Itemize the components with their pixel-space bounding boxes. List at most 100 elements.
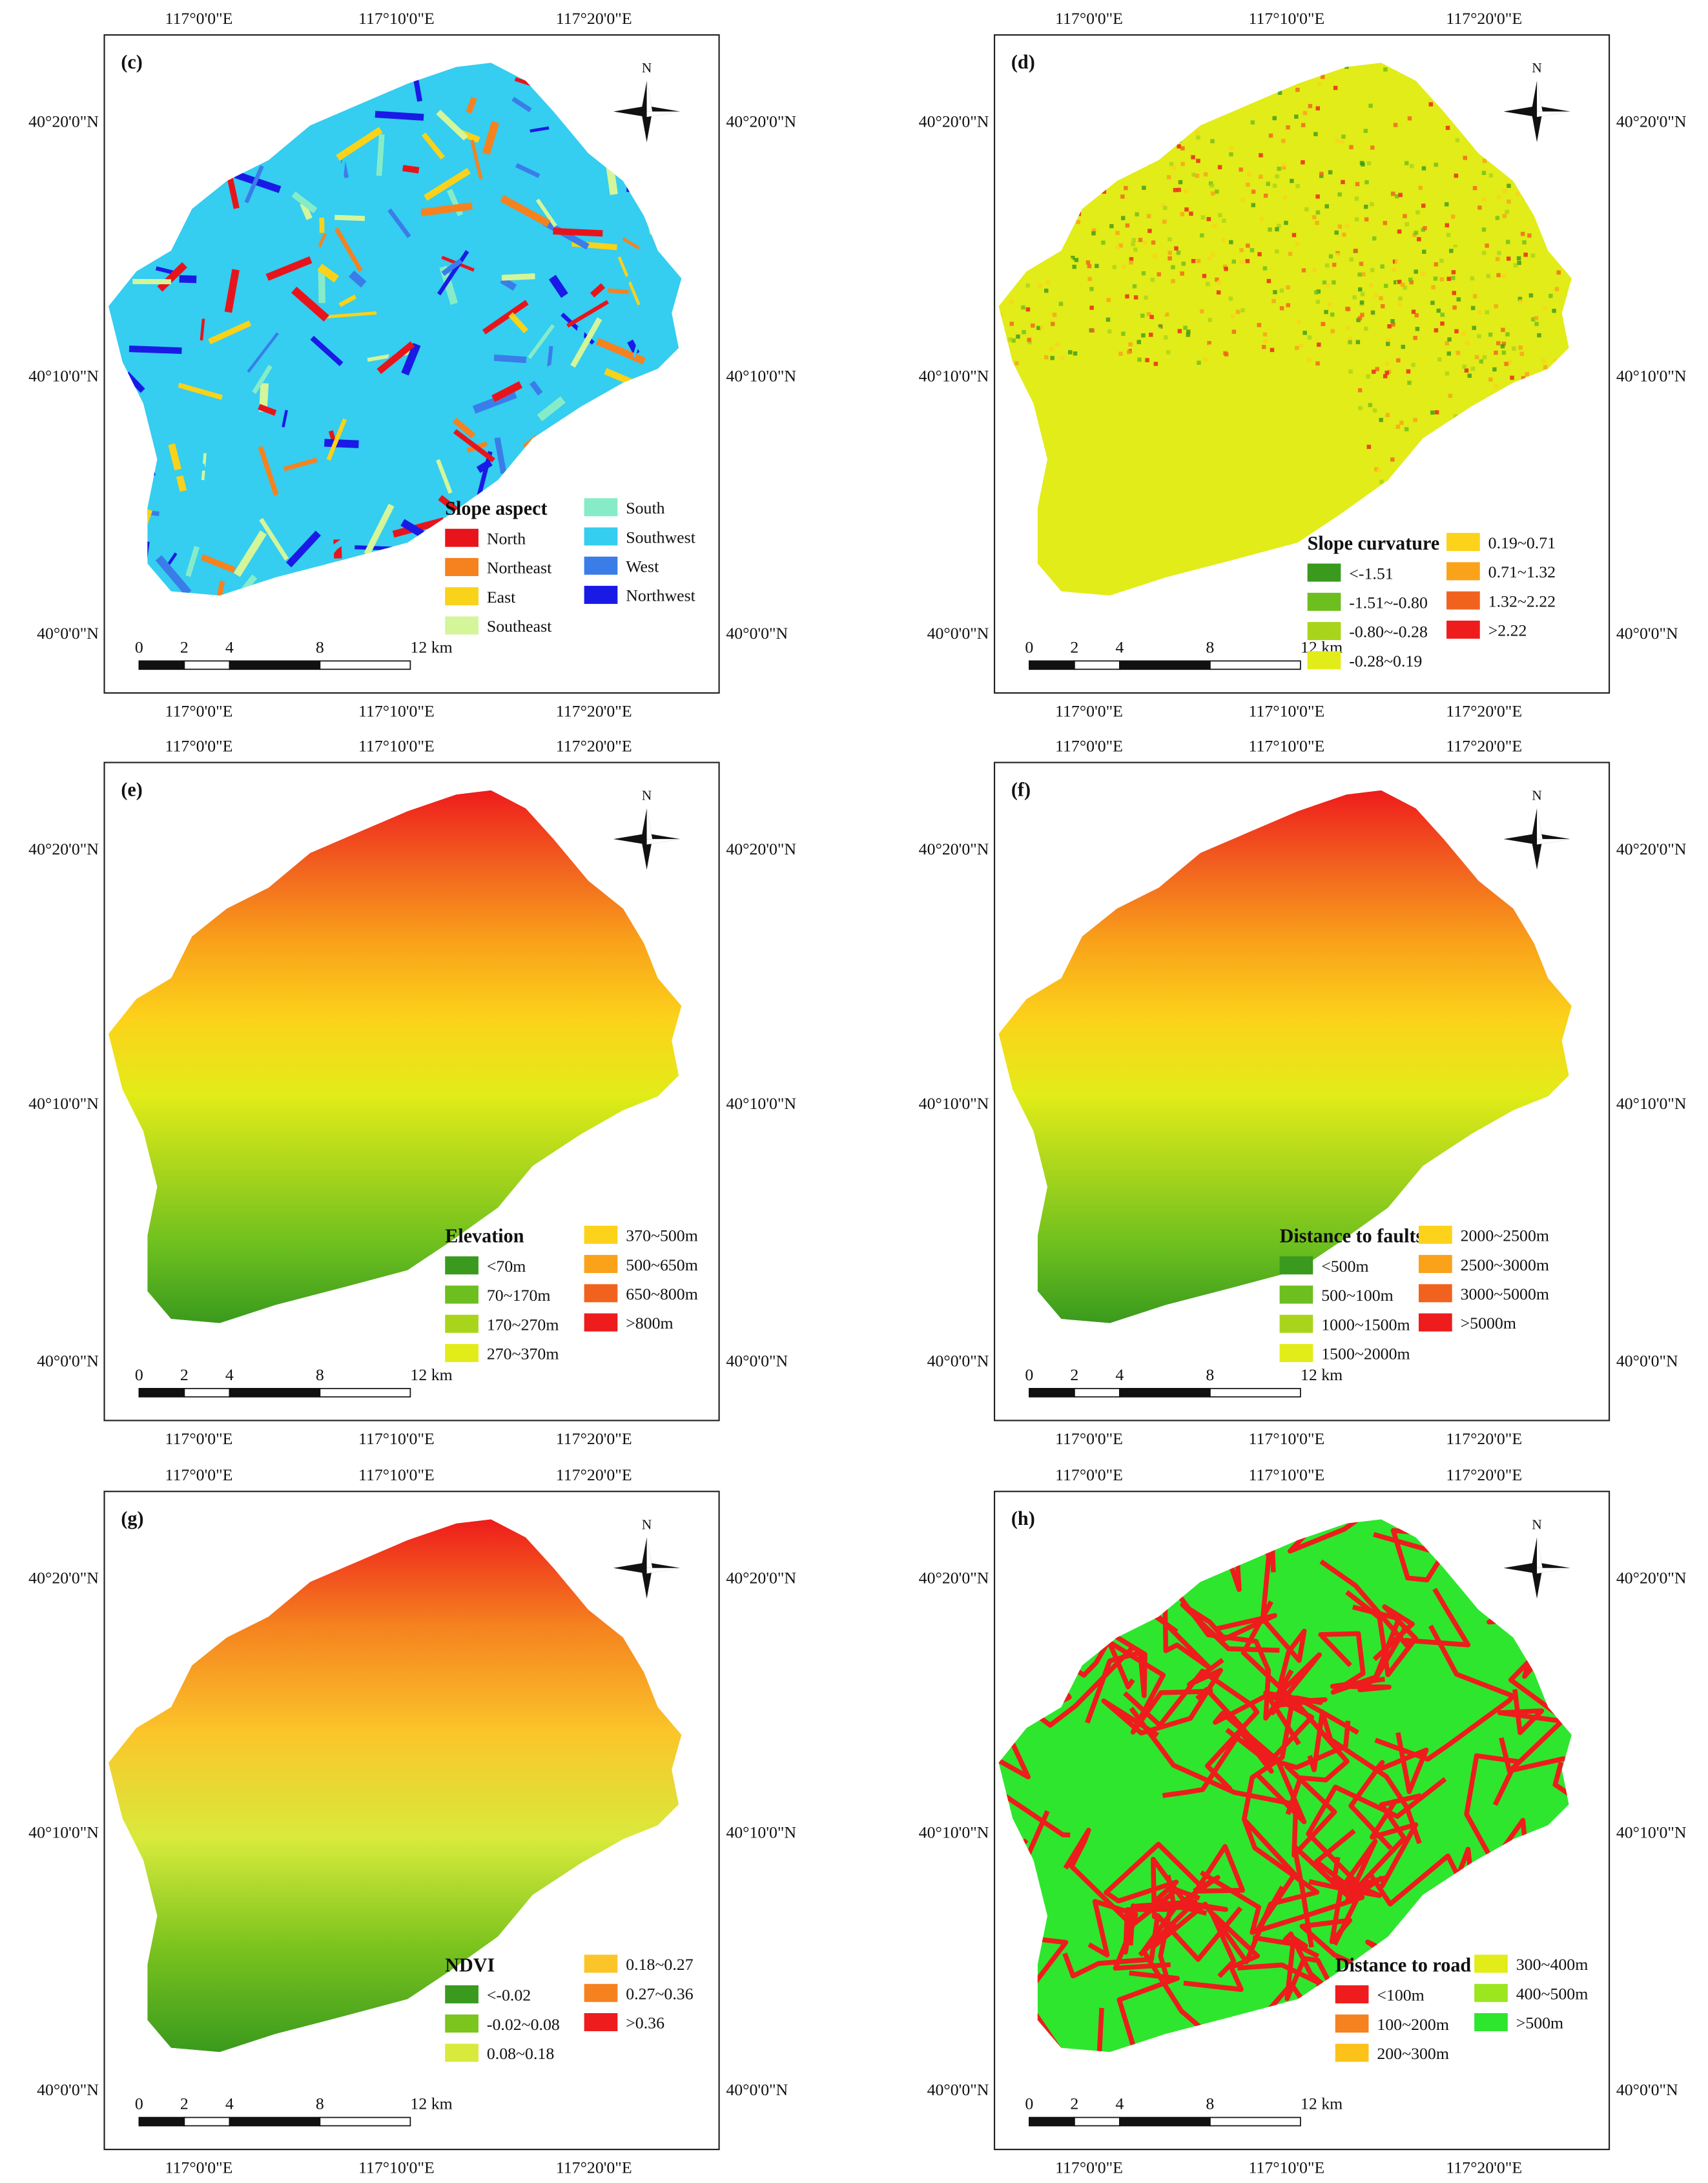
curvature-speckle <box>1345 182 1350 187</box>
curvature-speckle <box>1386 342 1390 346</box>
curvature-speckle <box>1036 326 1041 330</box>
curvature-speckle <box>1164 335 1168 340</box>
curvature-speckle <box>1317 82 1322 87</box>
legend-swatch <box>1418 1284 1452 1303</box>
curvature-speckle <box>1308 103 1313 109</box>
curvature-speckle <box>1392 267 1396 273</box>
curvature-speckle <box>1294 114 1299 119</box>
aspect-stripe <box>608 288 629 295</box>
road <box>1525 1761 1572 1878</box>
curvature-speckle <box>1203 172 1208 177</box>
curvature-speckle <box>1328 302 1332 307</box>
curvature-speckle <box>1445 223 1450 228</box>
curvature-speckle <box>1266 278 1271 284</box>
curvature-speckle <box>1025 307 1031 312</box>
curvature-speckle <box>1387 324 1392 329</box>
curvature-speckle <box>1507 360 1512 365</box>
curvature-speckle <box>1407 380 1412 385</box>
curvature-speckle <box>1397 280 1402 284</box>
curvature-speckle <box>1235 309 1240 315</box>
curvature-speckle <box>1377 468 1381 473</box>
legend-label: Northeast <box>487 559 552 577</box>
curvature-speckle <box>1543 365 1548 369</box>
curvature-speckle <box>1444 202 1449 207</box>
curvature-speckle <box>1146 214 1151 218</box>
scale-label: 0 <box>135 1365 143 1384</box>
legend-label: East <box>487 588 516 606</box>
legend-label: >2.22 <box>1488 621 1527 640</box>
curvature-speckle <box>1507 199 1511 204</box>
curvature-speckle <box>1472 326 1476 330</box>
curvature-speckle <box>1095 264 1099 269</box>
curvature-speckle <box>1195 130 1200 135</box>
aspect-stripe <box>219 574 258 596</box>
legend-swatch <box>1474 1983 1508 2002</box>
curvature-speckle <box>1147 229 1152 233</box>
legend-swatch <box>1307 622 1341 641</box>
panel-label: (d) <box>1011 51 1035 73</box>
curvature-speckle <box>1262 345 1266 349</box>
legend-swatch <box>1418 1255 1452 1274</box>
curvature-speckle <box>1360 292 1365 296</box>
curvature-speckle <box>1259 217 1264 222</box>
curvature-speckle <box>1229 146 1233 150</box>
curvature-speckle <box>1145 358 1149 362</box>
scale-segment <box>1074 660 1120 670</box>
left-lat-label: 40°20'0"N <box>919 840 989 858</box>
aspect-stripe <box>324 439 359 448</box>
aspect-stripe <box>548 274 568 298</box>
left-lat-label: 40°0'0"N <box>927 624 989 643</box>
aspect-stripe <box>494 437 507 474</box>
curvature-speckle <box>1157 272 1161 276</box>
legend-label: <-0.02 <box>487 1986 531 2005</box>
bottom-lon-label: 117°0'0"E <box>1055 1429 1123 1448</box>
scale-label: 8 <box>316 1365 324 1384</box>
curvature-speckle <box>1385 413 1390 417</box>
curvature-speckle <box>1022 329 1026 335</box>
legend-swatch <box>445 2043 478 2062</box>
north-arrow <box>646 1537 653 1568</box>
curvature-speckle <box>1448 393 1453 398</box>
left-lat-label: 40°10'0"N <box>919 366 989 385</box>
curvature-speckle <box>1297 319 1301 324</box>
curvature-speckle <box>1481 171 1487 175</box>
curvature-speckle <box>1505 332 1510 336</box>
right-lat-label: 40°10'0"N <box>726 1094 796 1113</box>
curvature-speckle <box>1275 249 1279 254</box>
curvature-speckle <box>1268 133 1273 138</box>
curvature-speckle <box>1341 134 1346 139</box>
curvature-speckle <box>1142 185 1146 191</box>
aspect-stripe <box>286 530 321 568</box>
curvature-speckle <box>1055 342 1060 347</box>
curvature-speckle <box>1158 324 1163 329</box>
curvature-speckle <box>1301 160 1305 165</box>
curvature-speckle <box>1448 136 1453 140</box>
curvature-speckle <box>1470 366 1476 371</box>
curvature-speckle <box>1463 156 1467 160</box>
bottom-lon-label: 117°10'0"E <box>1248 2158 1324 2177</box>
curvature-speckle <box>1106 298 1111 302</box>
curvature-speckle <box>1273 290 1277 295</box>
top-lon-label: 117°0'0"E <box>165 9 233 28</box>
right-lat-label: 40°0'0"N <box>1616 624 1678 643</box>
curvature-speckle <box>1370 310 1375 315</box>
curvature-speckle <box>1456 351 1461 355</box>
scale-label: 0 <box>1025 2095 1033 2113</box>
aspect-stripe <box>282 409 288 428</box>
curvature-speckle <box>1116 318 1121 322</box>
curvature-speckle <box>1349 145 1353 150</box>
road <box>1306 1777 1447 1893</box>
curvature-speckle <box>1191 258 1196 264</box>
legend-swatch <box>1474 1954 1508 1973</box>
legend-label: <-1.51 <box>1349 564 1393 583</box>
curvature-speckle <box>1358 406 1363 411</box>
curvature-speckle <box>1522 240 1527 245</box>
curvature-speckle <box>1486 274 1490 278</box>
curvature-speckle <box>1186 333 1191 337</box>
road <box>1151 1820 1320 1965</box>
aspect-stripe <box>185 546 200 577</box>
curvature-speckle <box>1291 233 1297 238</box>
curvature-speckle <box>1541 358 1546 364</box>
curvature-speckle <box>1334 230 1339 235</box>
aspect-stripe <box>254 295 274 351</box>
